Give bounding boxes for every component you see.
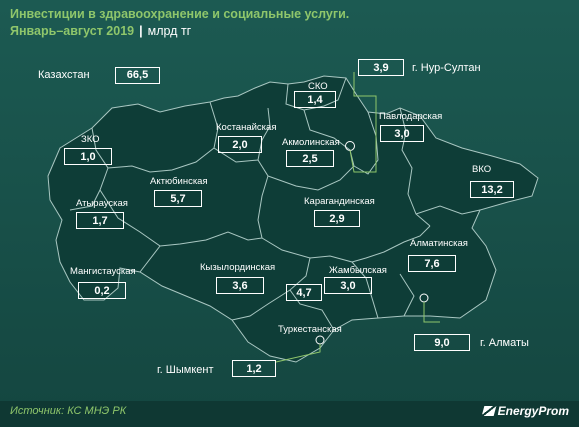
region-value-pavlodar: 3,0 <box>380 125 424 142</box>
region-border <box>107 147 215 173</box>
region-value-zhambyl: 3,0 <box>324 277 372 294</box>
unit-label: млрд тг <box>147 24 192 38</box>
country-value: 66,5 <box>115 67 160 84</box>
brand-icon <box>481 406 496 416</box>
region-border <box>257 107 271 161</box>
chart-title: Инвестиции в здравоохранение и социальны… <box>10 7 350 21</box>
region-value-kyzylorda: 3,6 <box>216 277 264 294</box>
region-border <box>351 225 431 263</box>
region-border <box>159 231 263 247</box>
region-label-nur-sultan: г. Нур-Султан <box>412 62 481 74</box>
region-label-pavlodar: Павлодарская <box>379 111 443 122</box>
region-label-akmola: Акмолинская <box>282 137 340 148</box>
region-border <box>99 189 161 273</box>
region-value-kostanay: 2,0 <box>218 136 262 153</box>
region-label-zko: ЗКО <box>81 134 100 145</box>
region-value-sko: 1,4 <box>294 91 336 108</box>
region-value-almaty-region: 7,6 <box>408 255 456 272</box>
region-border <box>415 205 481 215</box>
region-border <box>231 257 311 321</box>
region-value-turkestan: 4,7 <box>286 284 322 301</box>
brand-name: EnergyProm <box>497 404 569 418</box>
nur-sultan-leader <box>349 72 377 173</box>
country-outline <box>47 75 539 363</box>
region-border <box>261 237 379 319</box>
region-value-aktobe: 5,7 <box>154 190 202 207</box>
region-label-turkestan: Туркестанская <box>278 324 342 335</box>
region-border <box>69 127 109 211</box>
region-label-kyzylorda: Кызылординская <box>200 262 276 273</box>
region-label-sko: СКО <box>308 81 328 92</box>
region-border <box>289 289 335 331</box>
shymkent-leader <box>275 344 321 363</box>
period-label: Январь–август 2019 <box>10 24 135 38</box>
almaty-leader <box>423 302 440 323</box>
region-label-almaty-city: г. Алматы <box>480 337 529 349</box>
region-label-kostanay: Костанайская <box>216 122 277 133</box>
region-label-mangystau: Мангистауская <box>70 266 136 277</box>
separator: | <box>139 24 143 38</box>
region-value-nur-sultan: 3,9 <box>358 59 404 76</box>
country-label: Казахстан <box>38 69 90 81</box>
region-border <box>285 77 347 111</box>
region-value-karaganda: 2,9 <box>314 210 360 227</box>
region-label-shymkent: г. Шымкент <box>157 364 214 376</box>
region-border <box>399 273 415 317</box>
region-value-almaty-city: 9,0 <box>414 334 470 351</box>
region-label-vko: ВКО <box>472 164 492 175</box>
region-label-zhambyl: Жамбылская <box>329 265 387 276</box>
region-value-zko: 1,0 <box>64 148 112 165</box>
brand-logo: EnergyProm <box>481 404 569 418</box>
chart-subtitle: Январь–август 2019 | млрд тг <box>10 23 191 40</box>
region-border <box>353 111 379 175</box>
source-note: Источник: КС МНЭ РК <box>10 405 127 417</box>
region-label-almaty-region: Алматинская <box>410 238 468 249</box>
region-label-atyrau: Атырауская <box>76 198 128 209</box>
region-value-atyrau: 1,7 <box>76 212 124 229</box>
region-value-akmola: 2,5 <box>286 150 334 167</box>
region-value-mangystau: 0,2 <box>78 282 126 299</box>
region-value-shymkent: 1,2 <box>232 360 276 377</box>
region-label-aktobe: Актюбинская <box>150 176 208 187</box>
region-value-vko: 13,2 <box>470 181 514 198</box>
region-label-karaganda: Карагандинская <box>304 196 375 207</box>
